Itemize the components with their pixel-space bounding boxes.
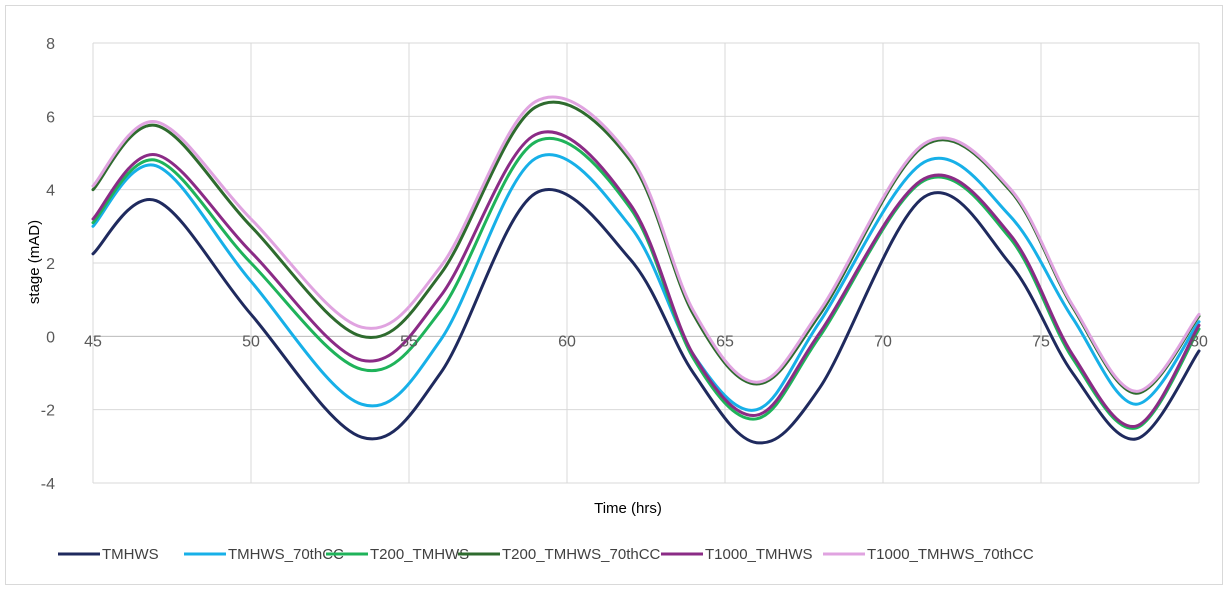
gridlines	[92, 42, 1200, 484]
y-tick-label: 4	[46, 183, 55, 200]
series-lines	[91, 95, 1201, 445]
legend-label: T200_TMHWS_70thCC	[502, 546, 661, 563]
y-tick-label: -2	[41, 403, 55, 420]
y-axis-title: stage (mAD)	[26, 220, 43, 304]
x-tick-label: 45	[84, 334, 102, 351]
series-line-4	[91, 130, 1201, 428]
series-line-0	[91, 188, 1201, 445]
x-tick-label: 70	[874, 334, 892, 351]
x-tick-label: 75	[1032, 334, 1050, 351]
legend-label: T1000_TMHWS	[705, 546, 813, 563]
x-axis-title: Time (hrs)	[594, 500, 662, 517]
line-chart: -4 -2 0 2 4 6 8 45 50 55 60 65 70 75 80 Time (hrs) sta…	[26, 36, 1208, 563]
tick-labels: -4 -2 0 2 4 6 8 45 50 55 60 65 70 75 80	[41, 36, 1208, 493]
y-tick-label: 8	[46, 36, 55, 53]
x-tick-label: 65	[716, 334, 734, 351]
x-tick-label: 60	[558, 334, 576, 351]
x-tick-label: 50	[242, 334, 260, 351]
x-tick-label: 80	[1190, 334, 1208, 351]
chart-area: -4 -2 0 2 4 6 8 45 50 55 60 65 70 75 80 Time (hrs) sta…	[5, 5, 1223, 585]
y-tick-label: 2	[46, 256, 55, 273]
y-tick-label: 6	[46, 109, 55, 126]
legend-label: TMHWS_70thCC	[228, 546, 344, 563]
legend-label: TMHWS	[102, 546, 159, 563]
series-line-5	[91, 95, 1201, 393]
legend-label: T1000_TMHWS_70thCC	[867, 546, 1034, 563]
legend: TMHWS TMHWS_70thCC T200_TMHWS T200_TMHWS_70…	[58, 546, 1034, 563]
legend-label: T200_TMHWS	[370, 546, 469, 563]
y-tick-label: -4	[41, 476, 55, 493]
x-tick-label: 55	[400, 334, 418, 351]
y-tick-label: 0	[46, 329, 55, 346]
